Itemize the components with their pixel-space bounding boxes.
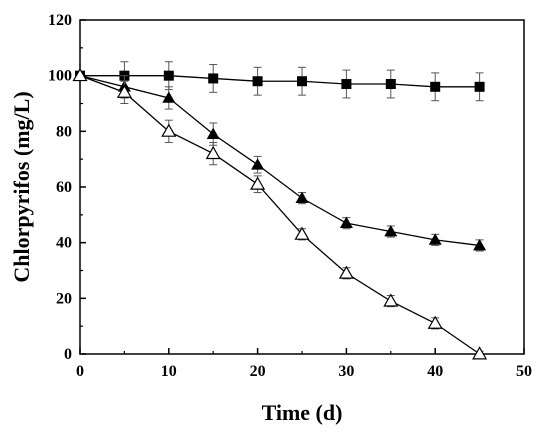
data-point: [116, 84, 132, 98]
y-tick-label: 120: [48, 12, 72, 29]
data-point: [474, 81, 485, 92]
x-tick-label: 40: [427, 363, 443, 380]
data-point: [341, 79, 352, 90]
x-tick-label: 30: [338, 363, 354, 380]
data-point: [339, 216, 353, 229]
data-point: [252, 76, 263, 87]
x-tick-label: 0: [76, 363, 84, 380]
data-point: [163, 70, 174, 81]
y-tick-label: 0: [64, 346, 72, 363]
data-point: [161, 123, 177, 137]
data-point: [472, 346, 488, 360]
x-axis-title: Time (d): [262, 400, 343, 425]
data-point: [430, 81, 441, 92]
data-point: [206, 127, 220, 139]
y-tick-label: 40: [56, 235, 72, 252]
x-axis: 0 10 20 30 40 50: [76, 348, 532, 380]
data-point: [297, 76, 307, 87]
series-filled-square: [75, 61, 485, 102]
series-line: [79, 75, 480, 247]
data-point: [473, 238, 487, 251]
x-tick-label: 10: [161, 363, 177, 380]
y-tick-label: 100: [48, 68, 72, 85]
series-line: [80, 75, 480, 88]
series-open-triangle: [72, 67, 488, 360]
x-tick-label: 20: [250, 363, 266, 380]
y-axis-title: Chlorpyrifos (mg/L): [9, 91, 34, 282]
data-point: [251, 158, 265, 170]
plot-area: 0 10 20 30 40 50 0 20 40 60 80 100 120: [48, 12, 532, 380]
data-point: [250, 176, 266, 190]
series-layer: [72, 61, 488, 360]
data-point: [162, 91, 176, 103]
series-line: [79, 75, 480, 355]
x-tick-label: 50: [516, 363, 532, 380]
y-tick-label: 60: [56, 179, 72, 196]
data-point: [208, 73, 219, 84]
series-filled-triangle: [73, 69, 487, 252]
data-point: [72, 67, 88, 82]
data-point: [294, 226, 310, 240]
y-tick-label: 20: [56, 290, 72, 307]
data-point: [428, 233, 442, 245]
data-point: [427, 315, 443, 329]
data-point: [338, 265, 354, 279]
data-point: [384, 225, 398, 237]
data-point: [205, 145, 221, 160]
data-point: [385, 79, 396, 90]
data-point: [295, 191, 309, 204]
data-point: [383, 293, 399, 307]
y-tick-label: 80: [56, 123, 72, 140]
y-axis: 0 20 40 60 80 100 120: [48, 12, 86, 363]
